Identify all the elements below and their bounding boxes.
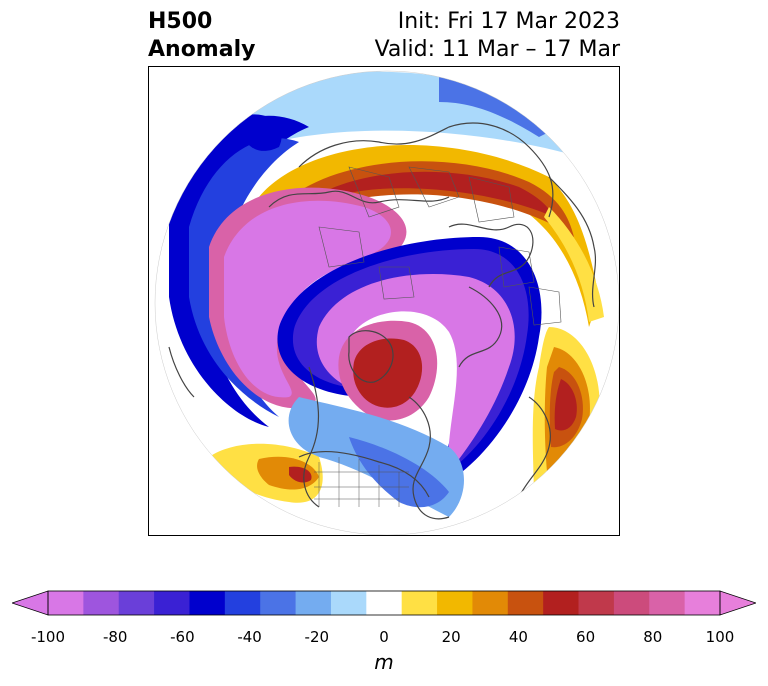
colorbar-tick-label: 20 — [441, 628, 461, 646]
colorbar-min-arrow — [12, 590, 49, 616]
country-borders — [318, 166, 562, 326]
colorbar-cell — [330, 591, 367, 615]
colorbar-cell — [118, 591, 155, 615]
colorbar-cell — [684, 591, 721, 615]
colorbar-frame — [47, 590, 721, 616]
colorbar-cell — [189, 591, 226, 615]
colorbar-ticks: -100 -80 -60 -40 -20 0 20 40 60 80 100 — [0, 628, 768, 648]
state-borders — [314, 457, 409, 507]
colorbar-cell — [48, 591, 84, 615]
anomaly-shading — [155, 71, 619, 535]
colorbar-cell — [543, 591, 580, 615]
colorbar-tick-label: -40 — [237, 628, 262, 646]
title-right: Init: Fri 17 Mar 2023 Valid: 11 Mar – 17… — [375, 8, 620, 64]
colorbar-cell — [437, 591, 473, 615]
colorbar-max-arrow — [719, 590, 756, 616]
anomaly-map-svg — [154, 70, 619, 535]
colorbar-tick-label: 100 — [705, 628, 735, 646]
colorbar-unit: m — [374, 650, 394, 674]
colorbar-tick-label: 0 — [379, 628, 389, 646]
colorbar-cell — [366, 591, 403, 615]
colorbar-cell — [295, 591, 332, 615]
colorbar-tick-label: -20 — [304, 628, 330, 646]
init-date: Init: Fri 17 Mar 2023 — [397, 9, 620, 34]
colorbar-cell — [613, 591, 650, 615]
colorbar-tick-label: -100 — [30, 628, 66, 646]
valid-range: Valid: 11 Mar – 17 Mar — [374, 37, 620, 62]
colorbar-cell — [224, 591, 261, 615]
colorbar-cell — [507, 591, 544, 615]
colorbar-tick-label: 60 — [576, 628, 596, 646]
title-left: H500 Anomaly — [148, 8, 255, 64]
colorbar-tick-label: -60 — [170, 628, 195, 646]
coastlines — [168, 122, 597, 520]
colorbar-cell — [83, 591, 120, 615]
colorbar-cell — [260, 591, 297, 615]
anomaly-subtitle: Anomaly — [148, 37, 256, 62]
variable-title: H500 — [148, 9, 213, 34]
colorbar-tick-label: -80 — [102, 628, 128, 646]
colorbar-cell — [649, 591, 686, 615]
colorbar-cell — [578, 591, 615, 615]
colorbar-tick-label: 80 — [643, 628, 663, 646]
colorbar-tick-label: 40 — [508, 628, 528, 646]
anomaly-map — [148, 66, 620, 536]
colorbar-cell — [401, 591, 438, 615]
colorbar — [12, 590, 756, 616]
colorbar-cell — [472, 591, 509, 615]
colorbar-cell — [154, 591, 190, 615]
